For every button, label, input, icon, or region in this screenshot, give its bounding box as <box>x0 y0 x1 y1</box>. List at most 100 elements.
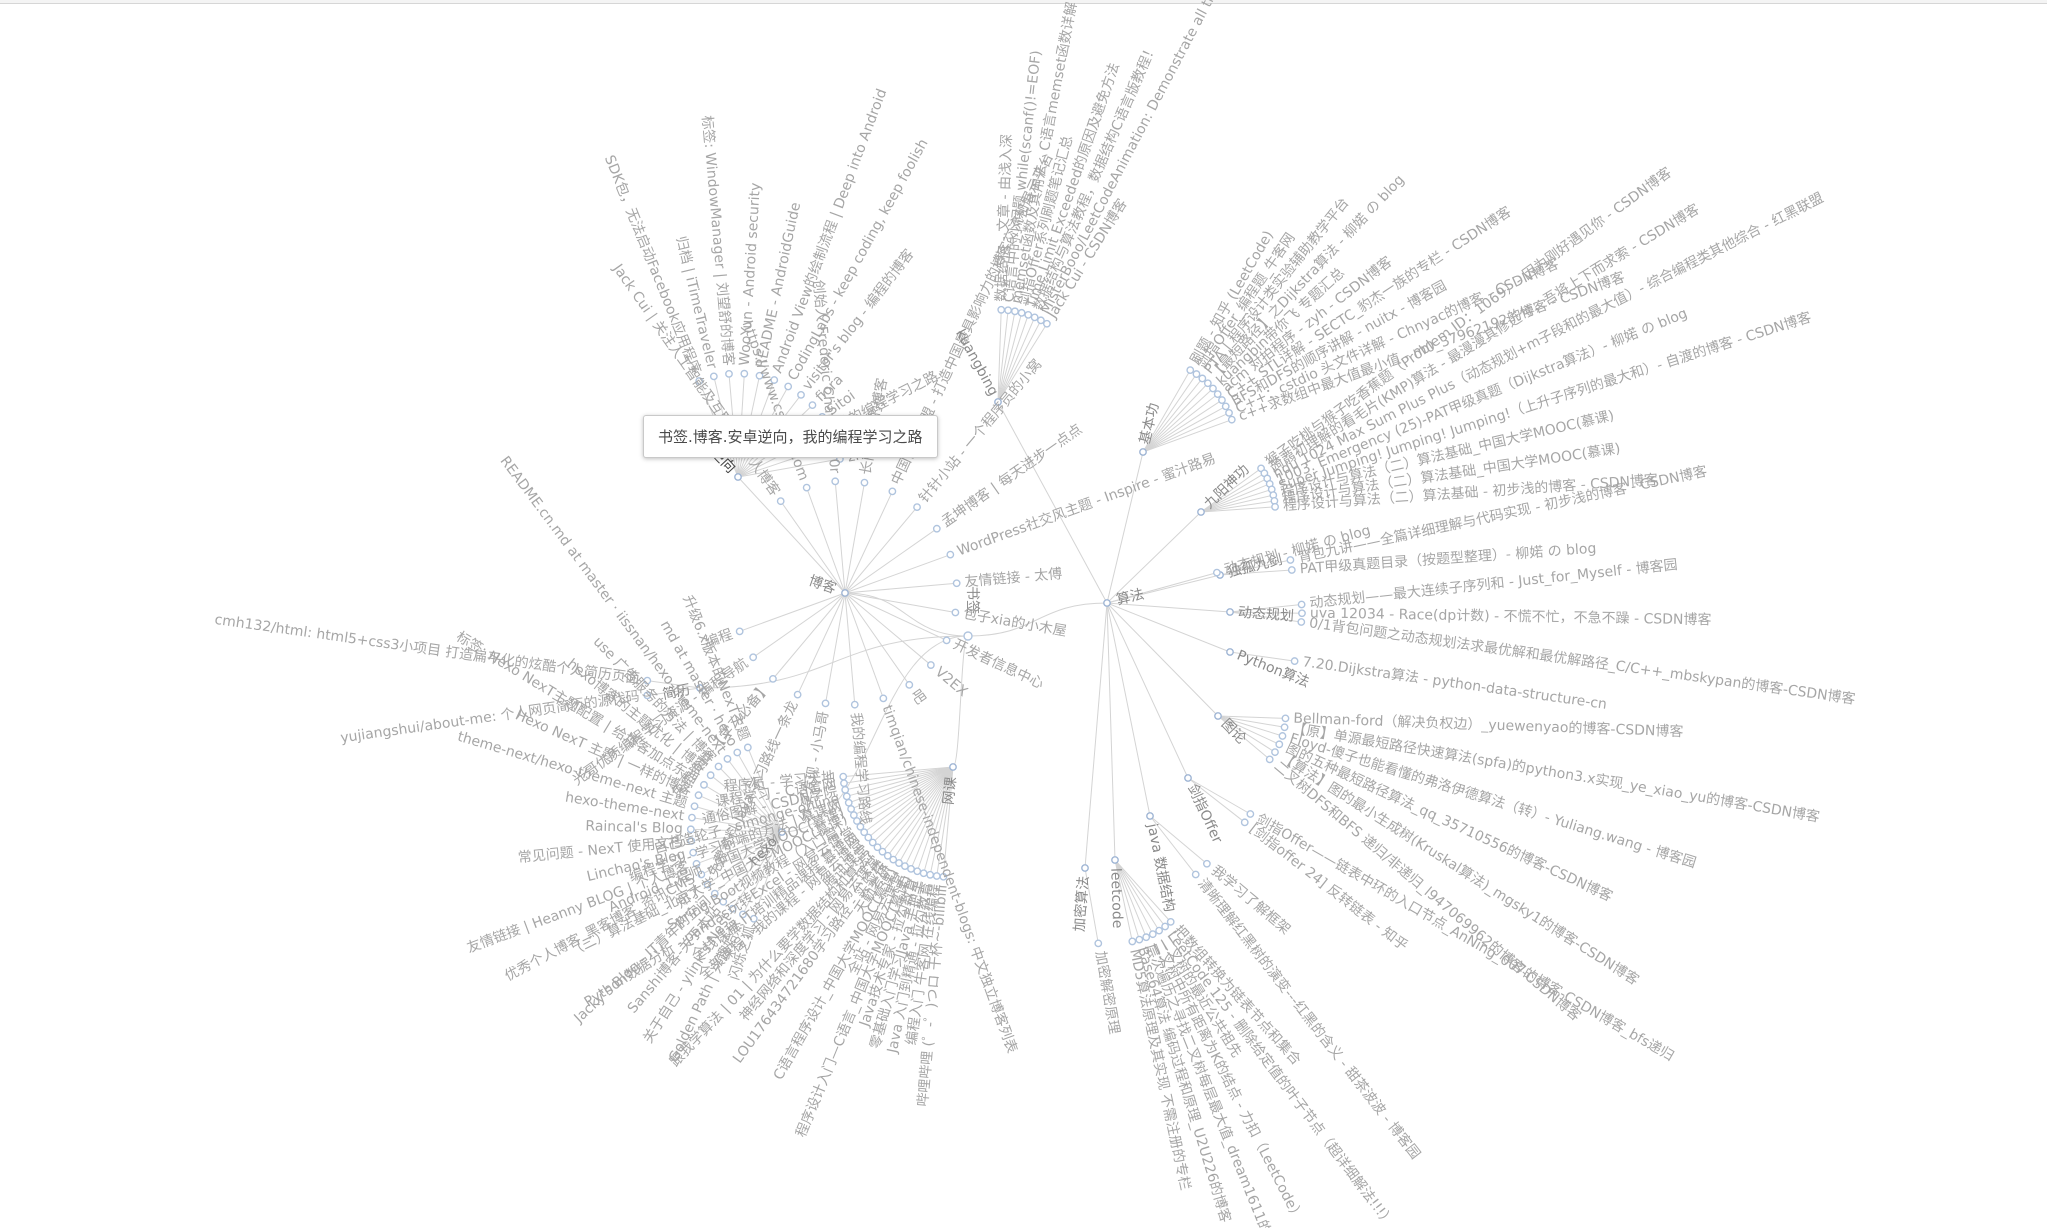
node-itimetraveler-0-0-1[interactable] <box>709 372 718 381</box>
node-item-0-15[interactable] <box>850 700 859 709</box>
node-simonge-online-2-20[interactable] <box>842 792 851 801</box>
branch-node-3[interactable] <box>696 684 704 692</box>
node-jacky-s-blog-it-4-4[interactable] <box>710 889 719 898</box>
node-java-2-3[interactable] <box>919 869 928 878</box>
node-item-0-4[interactable] <box>860 478 869 487</box>
node-01-2-11[interactable] <box>873 843 882 852</box>
node-v2ex-0-12[interactable] <box>926 661 935 669</box>
node-base64-u2u226-1-10-5[interactable] <box>1135 935 1144 944</box>
node-next-4-9[interactable] <box>687 837 696 845</box>
node-offer-1-8[interactable] <box>1184 774 1192 782</box>
node-offer-1-1-1[interactable] <box>1192 370 1201 378</box>
node-item-0-20[interactable] <box>735 627 744 636</box>
node-uva-12034-race-dp-csdn-1-4-1[interactable] <box>1298 609 1306 618</box>
node-pta-1-1-2[interactable] <box>1198 374 1207 383</box>
node-fiora-0-0-8[interactable] <box>808 401 817 410</box>
node-c-mooc-2-5[interactable] <box>907 864 915 873</box>
node-c-mooc-2-7[interactable] <box>895 859 903 867</box>
label-item-1-11[interactable]: 加密算法 <box>1071 875 1093 932</box>
node-csdn-2-21[interactable] <box>841 785 850 794</box>
node-item-1-11[interactable] <box>1081 864 1089 872</box>
node-md-at-master-hexo-4-18[interactable] <box>733 748 742 757</box>
label-xia-0-10[interactable]: 包子xia的小木屋 <box>962 606 1068 640</box>
node-hexo-next-4-13[interactable] <box>694 791 703 800</box>
node-yujiangshui-about-me-3-0[interactable] <box>643 691 652 700</box>
node-0-1-c-c-mbskypan-csdn-1-4-2[interactable] <box>1297 618 1306 626</box>
node-raincal-s-blog-4-10[interactable] <box>686 825 695 834</box>
node-kruskal-mgsky1-csdn-1-7-4[interactable] <box>1271 748 1279 757</box>
node-item-2-13[interactable] <box>864 833 873 842</box>
node-offer-anning-007-csdn-bf-1-8-0[interactable] <box>1246 810 1255 818</box>
node-c-1-0-5[interactable] <box>1030 313 1039 322</box>
branch-node-1[interactable] <box>1103 599 1111 607</box>
node-item-1-10-2[interactable] <box>1155 926 1164 935</box>
node-java-2-4[interactable] <box>913 867 922 876</box>
branch-label-0[interactable]: 博客 <box>806 572 838 597</box>
node-c-cstdio-chnyac-csdn-1-1-8[interactable] <box>1225 408 1233 417</box>
node-golden-path-4-1[interactable] <box>739 910 747 919</box>
node-heanny-blog-4-7[interactable] <box>692 859 701 868</box>
node-qq-35710556-csdn-1-7-3[interactable] <box>1275 740 1284 749</box>
node-item-1-4[interactable] <box>1226 608 1234 616</box>
node-java-2-2[interactable] <box>926 870 935 879</box>
node-c-m0-37962192-csdn-1-1-9[interactable] <box>1227 415 1236 424</box>
label-v2ex-0-12[interactable]: V2EX <box>932 664 971 700</box>
node-xia-0-10[interactable] <box>951 608 960 617</box>
node-linchao-s-blog-4-8[interactable] <box>689 848 698 857</box>
node-pat-blog-1-3-1[interactable] <box>1287 566 1296 574</box>
node-item-1-9-0[interactable] <box>1202 859 1211 868</box>
node-md5-1-10-6[interactable] <box>1128 937 1137 946</box>
node-acm-zyh-csdn-1-1-5[interactable] <box>1213 390 1222 399</box>
node-readme-androidguide-0-0-4[interactable] <box>755 371 764 380</box>
branch-node-2[interactable] <box>949 763 957 771</box>
node-wooyun-android-security-0-0-3[interactable] <box>740 369 749 378</box>
node-use-4-16[interactable] <box>714 762 723 771</box>
node-item-0-18[interactable] <box>769 674 777 683</box>
node-item-2-10[interactable] <box>878 847 887 856</box>
node-misterbooo-leetcodeanima-1-0-6[interactable] <box>1037 316 1045 325</box>
label-item-0-13[interactable]: 吧 <box>907 687 928 708</box>
node-offer-1-0-3[interactable] <box>1017 308 1026 317</box>
node-time-limit-exceeded-1-0-4[interactable] <box>1024 310 1033 319</box>
node-java-0-17[interactable] <box>793 690 802 699</box>
node-hexo-next-4-14[interactable] <box>700 780 708 789</box>
node-item-0-0[interactable] <box>734 473 742 481</box>
node-6-x-next-4-19[interactable] <box>743 743 752 752</box>
node-lou176434721680-2-9[interactable] <box>883 851 892 860</box>
node-c-while-scanf-eof-1-0-1[interactable] <box>1004 306 1013 315</box>
node-item-2-12[interactable] <box>868 838 877 847</box>
node-item-0-7[interactable] <box>932 524 941 533</box>
node-item-2-23[interactable] <box>839 772 848 781</box>
node-visitor-s-blog-0-0-7[interactable] <box>797 390 805 399</box>
node-k-leetcode-1-10-3[interactable] <box>1148 930 1157 939</box>
node-item-0-11[interactable] <box>942 636 951 645</box>
node-item-4-0[interactable] <box>749 914 758 923</box>
node-dfs-bfs-l947069962-csdn-1-7-5[interactable] <box>1265 755 1274 764</box>
node-7-20-dijkstra-python-dat-1-5-0[interactable] <box>1290 657 1299 665</box>
node-item-1-0-0[interactable] <box>997 305 1006 314</box>
node-jack-cui-0-1[interactable] <box>776 497 785 506</box>
node-windowmanager-0-0-2[interactable] <box>725 369 733 378</box>
node-dijkstra-blog-1-1-3[interactable] <box>1203 379 1212 388</box>
node-item-2-19[interactable] <box>844 798 853 807</box>
node-csdn-1-2-7[interactable] <box>1271 502 1279 511</box>
node-leetcode-1-10[interactable] <box>1111 856 1119 864</box>
node-timqian-chinese-independ-0-14[interactable] <box>879 694 888 703</box>
node-sanshi-4-3[interactable] <box>719 897 728 906</box>
label-item-1-2[interactable]: 九阳神功 <box>1201 462 1252 512</box>
node-spring-boot-2-16[interactable] <box>853 817 861 825</box>
node-item-0-5[interactable] <box>888 487 897 496</box>
node-it-2-14[interactable] <box>860 828 869 837</box>
node-hexo-theme-next-4-11[interactable] <box>688 813 696 822</box>
node-item-0-6[interactable] <box>913 503 921 512</box>
node-item-0-19[interactable] <box>749 653 758 662</box>
node-item-0-16[interactable] <box>821 699 830 708</box>
node-mooc-2-17[interactable] <box>849 811 858 819</box>
node-bfs-dfs-nuitx-1-1-7[interactable] <box>1221 402 1230 411</box>
node-just-for-myself-1-4-0[interactable] <box>1297 600 1306 609</box>
node-item-0-13[interactable] <box>905 680 914 689</box>
node-c-stl-sectc-csdn-1-1-6[interactable] <box>1218 396 1226 404</box>
node-memset-c-memset-1-0-2[interactable] <box>1011 307 1019 316</box>
label-raincal-s-blog-4-10[interactable]: Raincal's Blog <box>585 818 683 837</box>
